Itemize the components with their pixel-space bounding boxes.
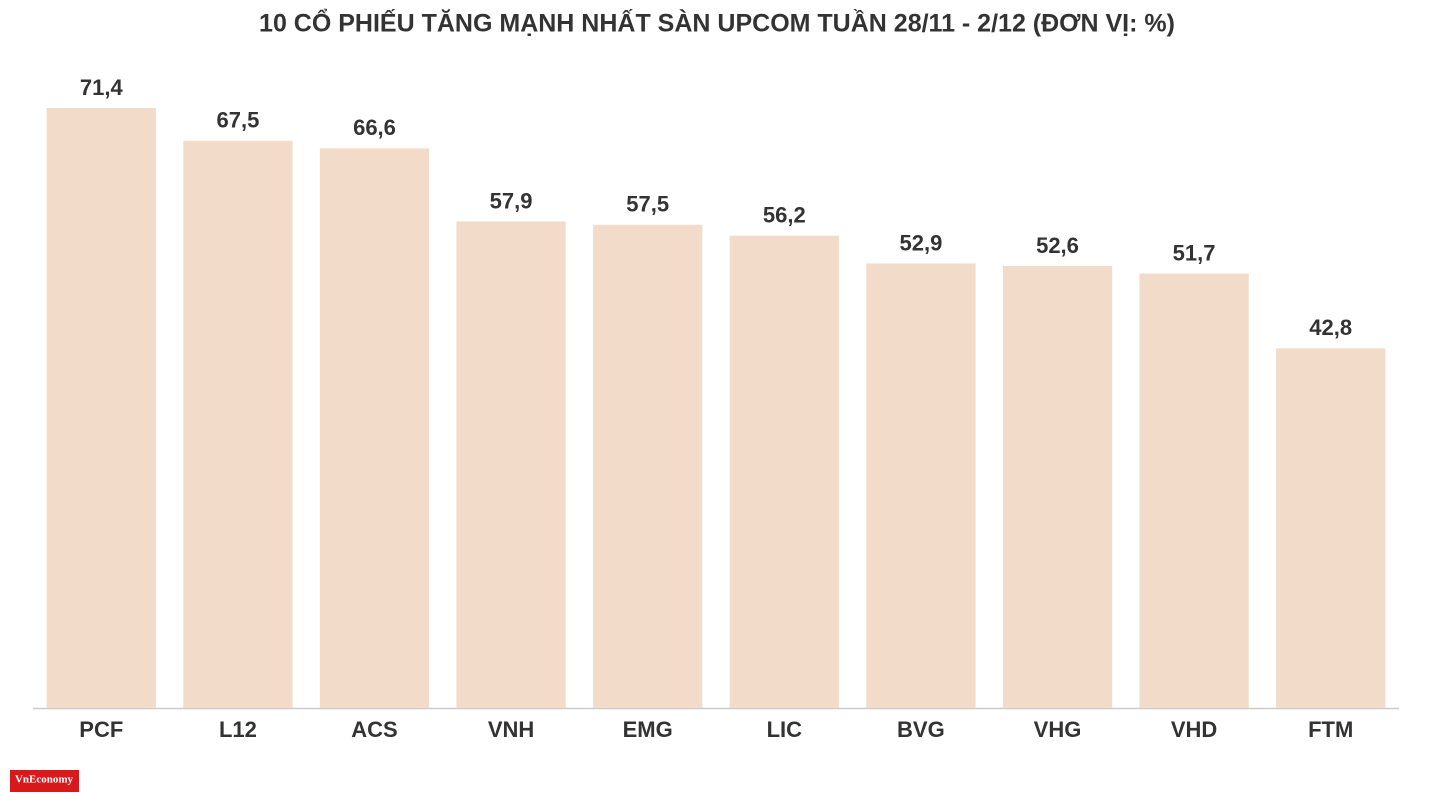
- bar: [1139, 273, 1249, 708]
- x-tick-label: EMG: [623, 717, 673, 742]
- bar: [1002, 265, 1113, 708]
- x-tick-label: ACS: [351, 717, 397, 742]
- x-tick-label: VHD: [1171, 717, 1217, 742]
- value-label: 57,9: [490, 188, 533, 213]
- value-label: 71,4: [80, 75, 124, 100]
- value-label: 57,5: [626, 192, 669, 217]
- logo-box: [10, 770, 79, 792]
- logo: VnEconomy: [15, 774, 74, 786]
- x-tick-label: BVG: [897, 717, 945, 742]
- bar: [866, 263, 976, 708]
- bar: [593, 224, 703, 709]
- value-label: 56,2: [763, 203, 806, 228]
- x-tick-label: PCF: [79, 717, 123, 742]
- x-tick-label: L12: [219, 717, 257, 742]
- value-label: 66,6: [353, 115, 396, 140]
- value-label: 42,8: [1309, 315, 1352, 340]
- bar: [319, 148, 430, 709]
- bar: [46, 108, 156, 708]
- chart-title: 10 CỔ PHIẾU TĂNG MẠNH NHẤT SÀN UPCOM TUẦ…: [259, 8, 1175, 38]
- bar: [729, 235, 839, 709]
- x-tick-label: LIC: [767, 717, 803, 742]
- x-tick-label: FTM: [1308, 717, 1353, 742]
- bar: [183, 140, 293, 709]
- value-label: 52,9: [899, 230, 942, 255]
- bar: [456, 221, 566, 708]
- value-label: 67,5: [216, 108, 259, 133]
- value-label: 51,7: [1173, 240, 1216, 265]
- value-label: 52,6: [1036, 233, 1079, 258]
- x-tick-label: VHG: [1034, 717, 1082, 742]
- x-tick-label: VNH: [488, 717, 534, 742]
- bar: [1276, 348, 1386, 708]
